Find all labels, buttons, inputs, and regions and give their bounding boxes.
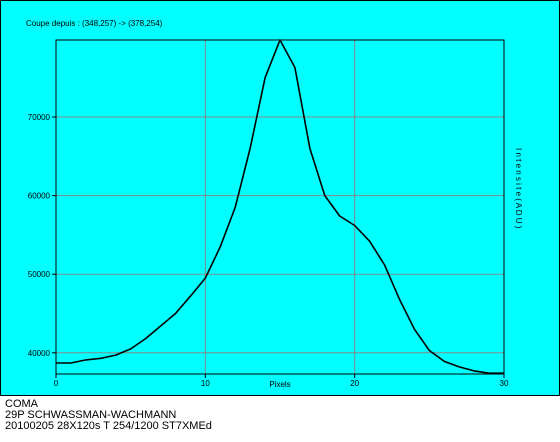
caption-object-name: COMA [5, 398, 38, 410]
y-tick-label: 60000 [28, 192, 51, 201]
y-tick-label: 70000 [28, 113, 51, 122]
y-tick-label: 50000 [28, 270, 51, 279]
y-axis-label: I n t e n s i t e ( A D U ) [514, 148, 523, 229]
intensity-profile-chart: Coupe depuis : (348,257) -> (378,254) Pi… [26, 19, 523, 389]
caption-comet-name: 29P SCHWASSMAN-WACHMANN [5, 409, 177, 421]
chart-title: Coupe depuis : (348,257) -> (378,254) [26, 19, 163, 28]
intensity-profile-line [56, 39, 504, 375]
caption-block: COMA 29P SCHWASSMAN-WACHMANN 20100205 28… [5, 399, 212, 432]
plot-area-frame [55, 39, 505, 375]
x-tick-label: 20 [350, 379, 359, 388]
x-tick-label: 10 [201, 379, 210, 388]
x-tick-label: 0 [54, 379, 59, 388]
chart-panel [0, 0, 560, 396]
caption-acquisition-info: 20100205 28X120s T 254/1200 ST7XMEd [5, 420, 212, 432]
y-tick-label: 40000 [28, 349, 51, 358]
x-axis-label: Pixels [269, 380, 290, 389]
x-tick-label: 30 [500, 379, 509, 388]
